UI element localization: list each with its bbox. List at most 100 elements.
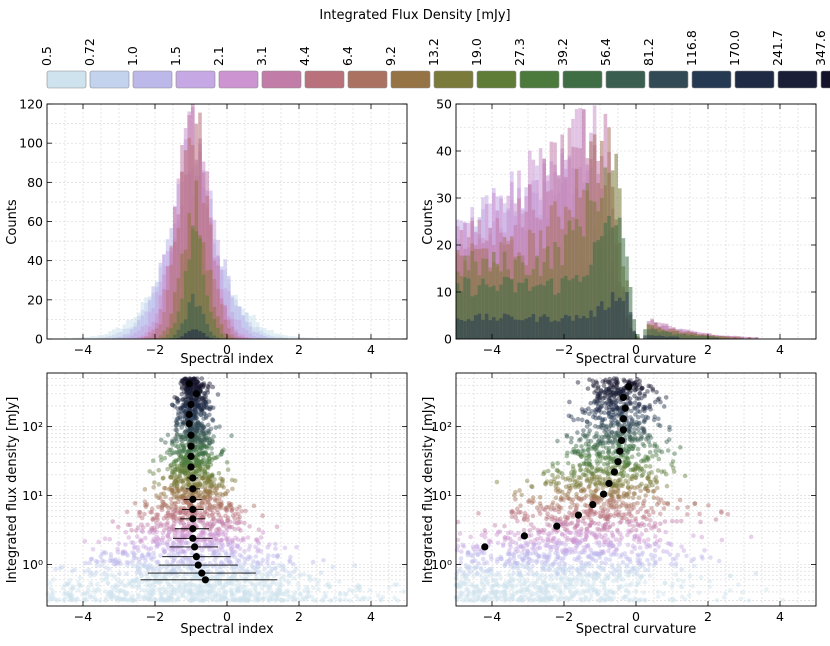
scatter-point [93, 597, 99, 602]
scatter-point [168, 524, 174, 530]
scatter-point [178, 529, 184, 534]
colorbar-tick-label: 19.0 [469, 38, 484, 66]
scatter-point [158, 553, 163, 558]
scatter-point [125, 553, 130, 558]
histogram-bar [259, 334, 263, 339]
scatter-point [260, 597, 265, 602]
scatter-point [223, 513, 228, 519]
histogram-bar [219, 304, 224, 339]
histogram-bar [682, 334, 687, 339]
scatter-point [109, 572, 115, 578]
histogram-bar [585, 318, 590, 339]
scatter-point [214, 491, 219, 496]
scatter-point [579, 417, 585, 423]
colorbar-swatch [46, 70, 87, 89]
histogram-bar [277, 333, 281, 339]
scatter-point [347, 598, 353, 603]
scatter-point [220, 532, 226, 537]
scatter-point [367, 587, 373, 593]
scatter-point [206, 590, 211, 595]
histogram-bar [173, 322, 177, 339]
scatter-point [293, 566, 299, 571]
scatter-point [172, 598, 178, 603]
scatter-point [207, 595, 213, 601]
histogram-bar [664, 331, 669, 339]
scatter-point [131, 540, 136, 546]
histogram-bar [133, 326, 137, 339]
histogram-bar [556, 292, 561, 339]
scatter-point [142, 588, 148, 593]
histogram-bar [614, 301, 618, 339]
scatter-point [135, 585, 140, 590]
scatter-point [256, 527, 262, 532]
scatter-point [207, 489, 212, 494]
colorbar-swatch [691, 70, 732, 89]
scatter-point [201, 416, 206, 421]
scatter-point [183, 585, 188, 591]
histogram-bar [288, 336, 292, 339]
histogram-bar [686, 335, 690, 339]
histogram-bar [650, 328, 654, 339]
scatter-point [193, 386, 199, 392]
scatter-point [175, 551, 181, 557]
scatter-point [150, 458, 156, 463]
y-tick-label: 10² [22, 419, 43, 434]
scatter-point [83, 591, 89, 597]
histogram-bar [111, 337, 116, 339]
x-tick-label: 2 [295, 342, 303, 357]
histogram-bar [176, 329, 181, 339]
scatter-point [171, 527, 176, 533]
histogram-bar [668, 336, 672, 339]
scatter-point [198, 437, 204, 443]
scatter-point [176, 583, 182, 588]
scatter-point [168, 474, 174, 480]
scatter-point [186, 493, 192, 498]
scatter-point [196, 533, 202, 538]
scatter-point [205, 428, 211, 433]
scatter-point [177, 416, 183, 422]
histogram-bar [621, 238, 626, 339]
histogram-bar [596, 240, 600, 339]
scatter-point [193, 382, 199, 388]
scatter-point [180, 484, 186, 490]
histogram-bar [248, 337, 253, 339]
scatter-point [147, 530, 153, 535]
colorbar-swatch [175, 70, 216, 89]
scatter-point [214, 592, 220, 598]
histogram-bar [183, 270, 188, 339]
scatter-point [178, 432, 184, 438]
scatter-point [254, 537, 259, 542]
histogram-bar [119, 331, 123, 339]
scatter-point [186, 391, 192, 396]
scatter-point [89, 582, 94, 588]
scatter-point [211, 434, 216, 439]
scatter-point [194, 402, 200, 408]
scatter-point [157, 580, 163, 585]
scatter-point [195, 438, 201, 444]
scatter-point [265, 584, 271, 589]
scatter-point [219, 593, 224, 599]
scatter-point [260, 595, 266, 601]
histogram-bar [607, 307, 611, 339]
median-point [189, 505, 197, 514]
scatter-point [159, 595, 164, 600]
scatter-point [253, 554, 259, 559]
scatter-point [219, 451, 224, 457]
colorbar-tick-label: 0.5 [39, 46, 54, 66]
scatter-point [214, 507, 220, 512]
scatter-point [625, 519, 630, 525]
scatter-point [183, 433, 189, 438]
scatter-point [243, 508, 248, 514]
scatter-point [353, 593, 359, 599]
histogram-bar [158, 335, 163, 339]
scatter-point [136, 582, 142, 588]
histogram-bar [722, 336, 726, 339]
scatter-point [171, 524, 176, 529]
histogram-bar [585, 182, 590, 339]
histogram-bar [754, 337, 759, 339]
median-point [187, 452, 195, 461]
scatter-point [575, 380, 581, 385]
histogram-bar [632, 330, 636, 339]
scatter-point [203, 461, 208, 467]
histogram-bar [510, 316, 514, 339]
